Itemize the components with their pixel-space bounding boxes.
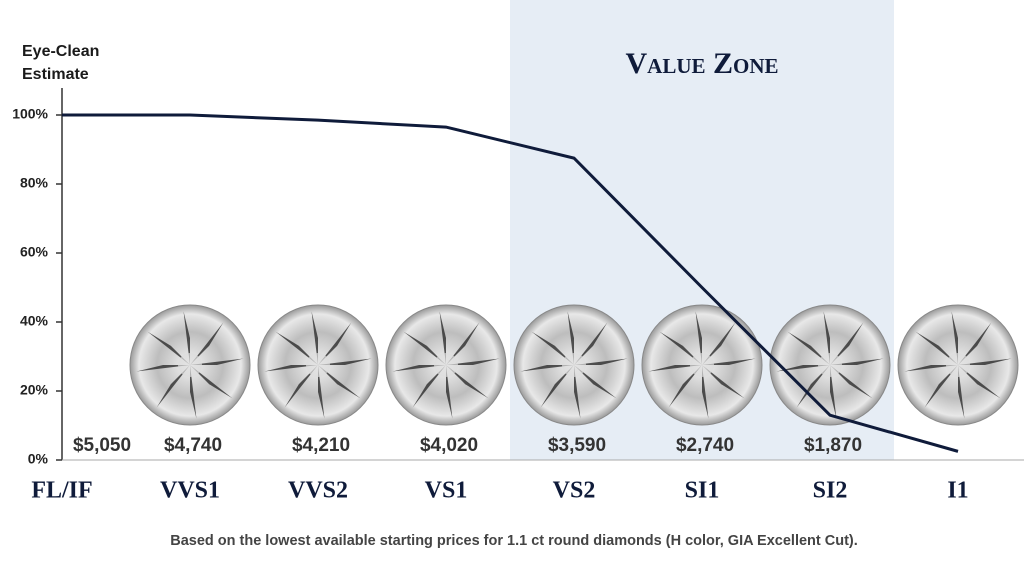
y-tick-label: 80%: [20, 175, 49, 191]
diamond-facet: [702, 358, 756, 365]
diamond-facet: [567, 311, 574, 365]
diamond-facet: [275, 331, 318, 365]
x-tick-label: VS2: [553, 478, 596, 504]
footnote: Based on the lowest available starting p…: [170, 533, 858, 549]
diamond-facet: [446, 365, 489, 399]
price-label: $4,210: [292, 435, 350, 456]
x-tick-label: VVS2: [288, 478, 348, 504]
y-tick-label: 100%: [12, 106, 48, 122]
diamond-facet: [311, 311, 318, 365]
x-tick-label: I1: [947, 478, 968, 504]
diamond-facet: [264, 365, 318, 372]
diamond-facet: [951, 311, 958, 365]
diamond-facet: [531, 331, 574, 365]
diamond-facet: [156, 365, 190, 408]
diamond-facet: [190, 365, 233, 399]
x-tick-label: VVS1: [160, 478, 220, 504]
diamond-table: [818, 353, 842, 377]
y-tick-label: 60%: [20, 244, 49, 260]
diamond-table: [690, 353, 714, 377]
diamond-facet: [147, 331, 190, 365]
diamond-facet: [190, 358, 244, 365]
diamond-facet: [412, 365, 446, 408]
price-label: $2,740: [676, 435, 734, 456]
diamond-facet: [787, 331, 830, 365]
diamond-facet: [702, 365, 745, 399]
diamond-facet: [318, 365, 325, 419]
diamond-facet: [574, 322, 608, 365]
price-label: $3,590: [548, 435, 606, 456]
diamond-facet: [446, 358, 500, 365]
x-tick-label: SI2: [813, 478, 848, 504]
diamond-facet: [446, 365, 453, 419]
diamond-facet: [520, 365, 574, 372]
x-tick-label: FL/IF: [31, 478, 92, 504]
diamond-facet: [823, 311, 830, 365]
eye-clean-line: [62, 113, 959, 453]
diamond-table: [562, 353, 586, 377]
diamond-table: [178, 353, 202, 377]
x-tick-label: SI1: [685, 478, 720, 504]
diamond-facet: [958, 322, 992, 365]
diamond-facet: [540, 365, 574, 408]
diamond-table: [306, 353, 330, 377]
diamond-facet: [830, 365, 873, 399]
diamond-facet: [924, 365, 958, 408]
diamond-facet: [439, 311, 446, 365]
diamond-facet: [318, 365, 361, 399]
diamond-table: [946, 353, 970, 377]
diamond-facet: [318, 322, 352, 365]
diamond-facet: [183, 311, 190, 365]
diamond-facet: [695, 311, 702, 365]
price-label: $1,870: [804, 435, 862, 456]
diamond-facet: [904, 365, 958, 372]
diamond-facet: [958, 358, 1012, 365]
diamond-facet: [796, 365, 830, 408]
diamond-facet: [190, 365, 197, 419]
diamond-facet: [958, 365, 1001, 399]
y-tick-label: 0%: [28, 451, 49, 467]
price-label: $4,740: [164, 435, 222, 456]
diamond-facet: [284, 365, 318, 408]
y-axis-label: Eye-Clean Estimate: [22, 43, 100, 83]
diamond-facet: [958, 365, 965, 419]
value-zone-label: Value Zone: [625, 47, 778, 80]
diamond-layer: [129, 304, 1019, 426]
diamond-facet: [830, 365, 837, 419]
price-label: $4,020: [420, 435, 478, 456]
y-tick-label: 20%: [20, 382, 49, 398]
diamond-facet: [668, 365, 702, 408]
diamond-facet: [659, 331, 702, 365]
x-tick-label: VS1: [425, 478, 468, 504]
diamond-facet: [702, 365, 709, 419]
price-label: $5,050: [73, 435, 131, 456]
diamond-facet: [648, 365, 702, 372]
foreground-layer: Value Zone 0% 20% 40% 60% 80% 100% FL/IF VVS1 VVS…: [12, 47, 1024, 549]
y-tick-label: 40%: [20, 313, 49, 329]
diamond-facet: [830, 322, 864, 365]
diamond-facet: [574, 365, 581, 419]
diamond-facet: [136, 365, 190, 372]
diamond-facet: [318, 358, 372, 365]
diamond-facet: [403, 331, 446, 365]
diamond-facet: [915, 331, 958, 365]
diamond-facet: [392, 365, 446, 372]
diamond-facet: [702, 322, 736, 365]
diamond-table: [434, 353, 458, 377]
diamond-facet: [830, 358, 884, 365]
diamond-facet: [776, 365, 830, 372]
diamond-facet: [190, 322, 224, 365]
diamond-facet: [446, 322, 480, 365]
diamond-facet: [574, 365, 617, 399]
diamond-facet: [574, 358, 628, 365]
